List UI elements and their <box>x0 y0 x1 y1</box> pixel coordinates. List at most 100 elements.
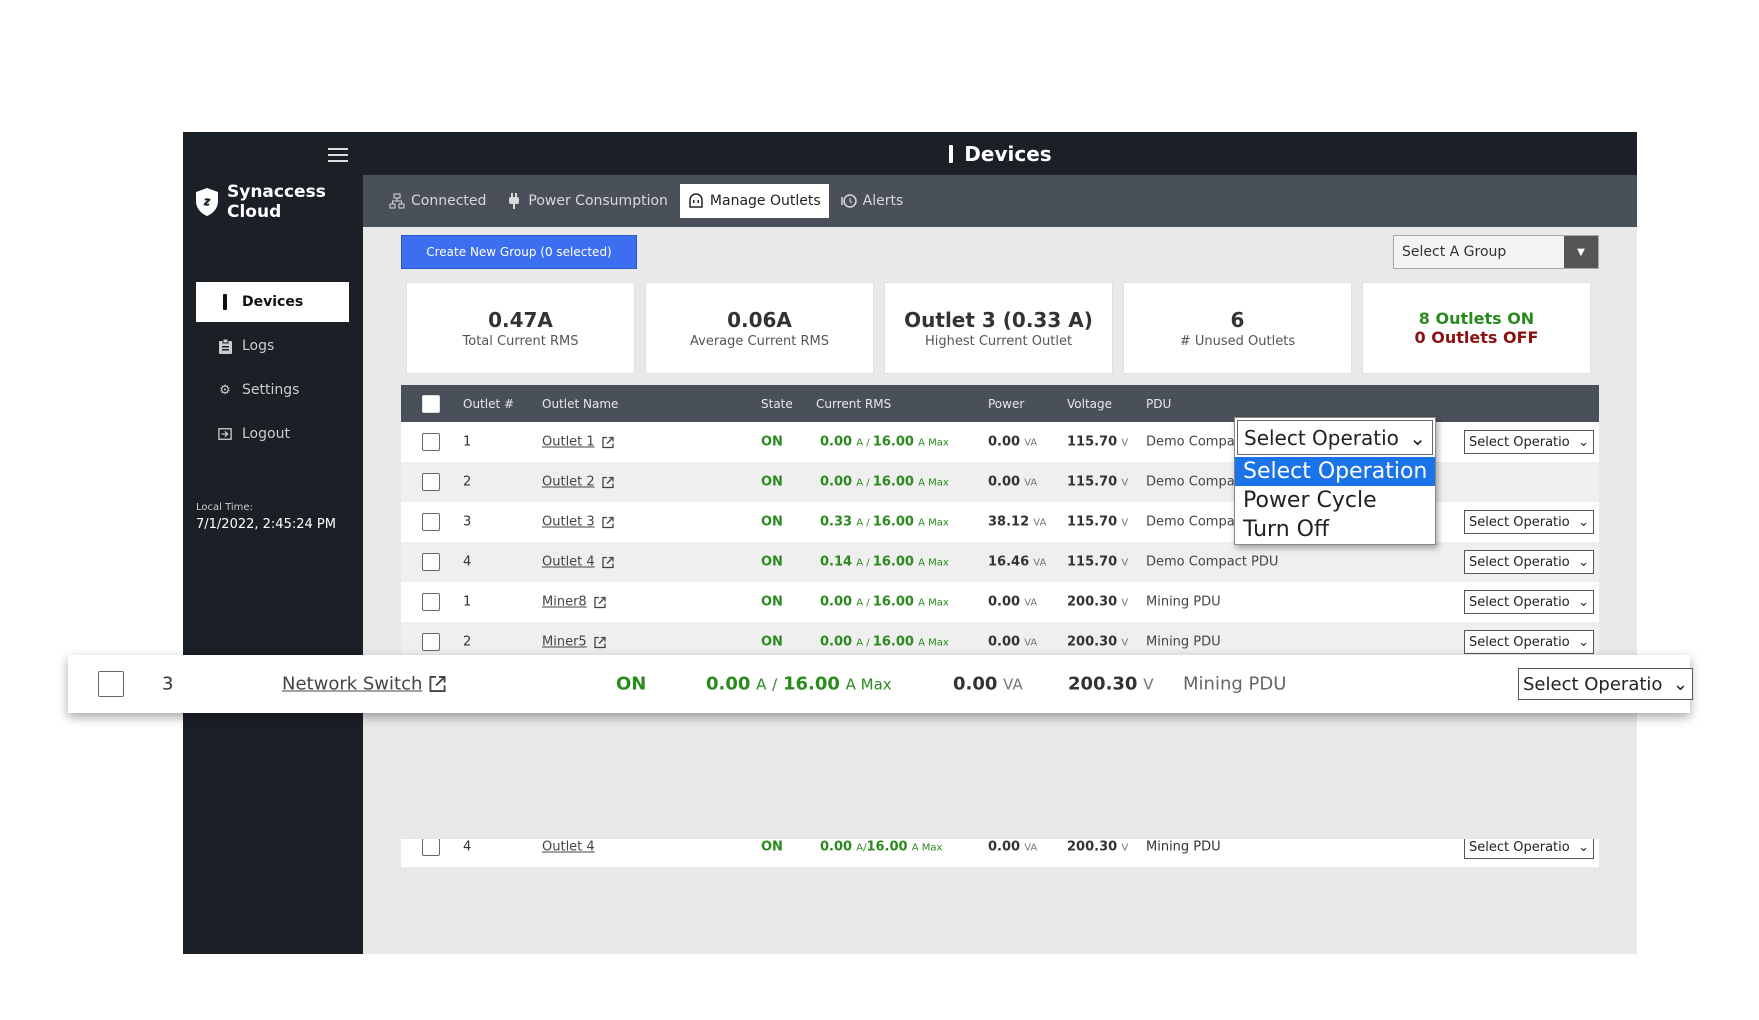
power: 16.46 VA <box>988 555 1046 570</box>
create-group-button[interactable]: Create New Group (0 selected) <box>401 235 637 269</box>
row-checkbox[interactable] <box>422 473 440 491</box>
option-select-operation[interactable]: Select Operation <box>1235 457 1435 486</box>
max-value: 16.00 <box>872 554 914 570</box>
stat-card-highest: Outlet 3 (0.33 A) Highest Current Outlet <box>884 282 1113 374</box>
group-select-value: Select A Group <box>1402 244 1507 260</box>
row-checkbox[interactable] <box>422 839 440 856</box>
row-checkbox[interactable] <box>98 671 124 697</box>
option-turn-off[interactable]: Turn Off <box>1243 517 1330 542</box>
select-all-checkbox[interactable] <box>422 394 440 413</box>
stat-card-unused: 6 # Unused Outlets <box>1123 282 1352 374</box>
current-unit: A <box>856 597 864 609</box>
tab-label: Alerts <box>862 193 904 209</box>
tab-alerts[interactable]: Alerts <box>833 184 912 218</box>
current-value: 0.00 <box>706 673 751 695</box>
tab-manage-outlets[interactable]: Manage Outlets <box>679 184 829 218</box>
max-value: 16.00 <box>872 474 914 490</box>
external-link-icon <box>602 476 614 488</box>
sidebar-item-logs[interactable]: Logs <box>196 326 349 366</box>
operation-select[interactable]: Select Operatio ⌄ <box>1464 590 1594 614</box>
stat-label: Total Current RMS <box>462 333 579 349</box>
option-power-cycle[interactable]: Power Cycle <box>1243 488 1377 513</box>
max-value: 16.00 <box>872 514 914 530</box>
menu-icon[interactable] <box>328 148 348 162</box>
outlet-state: ON <box>616 673 647 695</box>
operation-select[interactable]: Select Operatio ⌄ <box>1464 550 1594 574</box>
outlet-name-link[interactable]: Outlet 1 <box>542 435 614 450</box>
current-rms: 0.14 A / 16.00 A Max <box>820 554 949 570</box>
operation-select[interactable]: Select Operatio ⌄ <box>1464 430 1594 454</box>
table-header: Outlet # Outlet Name State Current RMS P… <box>401 385 1599 422</box>
power-unit: VA <box>1003 675 1023 694</box>
current-unit: A <box>856 517 864 529</box>
sidebar-item-logout[interactable]: Logout <box>196 414 349 454</box>
power-value: 0.00 <box>988 594 1021 610</box>
operation-select[interactable]: Select Operatio ⌄ <box>1464 510 1594 534</box>
power: 0.00 VA <box>953 674 1023 695</box>
table-row: 4 Outlet 4 ON 0.14 A / 16.00 A Max 16.46 VA 1… <box>401 542 1599 582</box>
operation-select[interactable]: Select Operatio ⌄ <box>1518 668 1693 700</box>
operation-select-value: Select Operatio <box>1469 434 1570 450</box>
history-icon <box>840 194 857 208</box>
chevron-down-icon[interactable]: ▼ <box>1564 236 1598 268</box>
outlet-number: 2 <box>463 634 472 650</box>
group-select[interactable]: Select A Group ▼ <box>1393 235 1599 269</box>
outlet-state: ON <box>761 434 783 450</box>
operation-select-value: Select Operatio <box>1469 594 1570 610</box>
voltage-unit: V <box>1121 517 1129 529</box>
gear-icon: ⚙ <box>219 382 231 398</box>
external-link-icon <box>594 596 606 608</box>
max-unit: A Max <box>918 437 949 449</box>
outlet-name: Miner5 <box>542 634 587 650</box>
chevron-down-icon: ⌄ <box>1578 839 1589 855</box>
outlet-number: 3 <box>162 673 174 695</box>
row-checkbox[interactable] <box>422 513 440 531</box>
outlets-on-count: 8 Outlets ON <box>1418 309 1535 328</box>
row-checkbox[interactable] <box>422 593 440 611</box>
operation-select-value: Select Operatio <box>1244 425 1399 450</box>
operation-select[interactable]: Select Operatio ⌄ <box>1464 630 1594 654</box>
tab-power-consumption[interactable]: Power Consumption <box>498 184 676 218</box>
brand-line-1: Synaccess <box>227 182 326 202</box>
sidebar-item-settings[interactable]: ⚙ Settings <box>196 370 349 410</box>
chevron-down-icon: ⌄ <box>1578 514 1589 530</box>
outlet-state: ON <box>761 594 783 610</box>
column-header: Power <box>988 396 1025 411</box>
power: 0.00 VA <box>988 635 1037 650</box>
outlet-name-link[interactable]: Outlet 2 <box>542 475 614 490</box>
chevron-down-icon: ⌄ <box>1578 594 1589 610</box>
current-rms: 0.00 A/16.00 A Max <box>820 839 943 855</box>
row-checkbox[interactable] <box>422 433 440 451</box>
outlet-state: ON <box>761 474 783 490</box>
operation-select-value: Select Operatio <box>1523 673 1663 695</box>
current-value: 0.00 <box>820 839 853 855</box>
shield-logo-icon <box>196 188 218 216</box>
row-checkbox[interactable] <box>422 633 440 651</box>
power-unit: VA <box>1024 637 1038 649</box>
table-row-partial: 4 Outlet 4 ON 0.00 A/16.00 A Max 0.00 VA… <box>401 839 1599 867</box>
power: 0.00 VA <box>988 435 1037 450</box>
row-checkbox[interactable] <box>422 553 440 571</box>
logout-icon <box>218 427 232 441</box>
outlet-name-link[interactable]: Miner8 <box>542 595 606 610</box>
outlet-name-link[interactable]: Outlet 3 <box>542 515 614 530</box>
chevron-down-icon: ⌄ <box>1578 554 1589 570</box>
outlet-name-link[interactable]: Outlet 4 <box>542 840 595 855</box>
power-value: 0.00 <box>988 434 1021 450</box>
column-header: State <box>761 396 793 411</box>
sidebar-item-devices[interactable]: Devices <box>196 282 349 322</box>
outlet-name-link[interactable]: Miner5 <box>542 635 606 650</box>
local-time-value: 7/1/2022, 2:45:24 PM <box>196 517 336 532</box>
outlet-name-link[interactable]: Network Switch <box>282 674 446 695</box>
outlet-state: ON <box>761 554 783 570</box>
operation-select-open[interactable]: Select Operatio ⌄ <box>1237 420 1433 455</box>
tab-connected[interactable]: Connected <box>381 184 494 218</box>
operation-select-value: Select Operatio <box>1469 634 1570 650</box>
outlet-name: Outlet 4 <box>542 554 595 570</box>
voltage-value: 200.30 <box>1068 673 1138 695</box>
outlet-name-link[interactable]: Outlet 4 <box>542 555 614 570</box>
operation-select[interactable]: Select Operatio ⌄ <box>1464 839 1594 859</box>
outlet-state: ON <box>761 514 783 530</box>
operation-dropdown[interactable]: Select Operatio ⌄ Select Operation Power … <box>1234 417 1436 545</box>
voltage-value: 115.70 <box>1067 554 1118 570</box>
